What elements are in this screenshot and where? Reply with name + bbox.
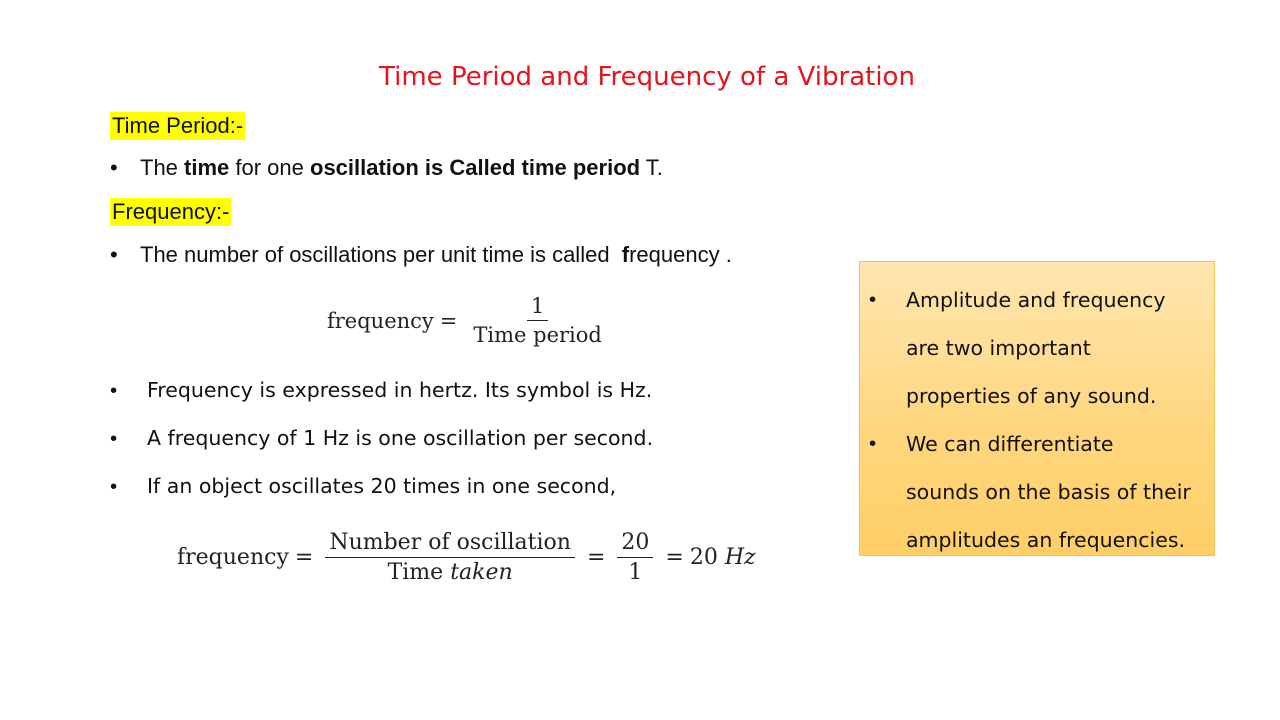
side-note-item: • Amplitude and frequency are two import… bbox=[860, 276, 1214, 420]
frequency-formula: frequency = 1 Time period bbox=[327, 294, 612, 347]
frequency-definition-bullet: • The number of oscillations per unit tim… bbox=[110, 242, 732, 267]
one-hertz-bullet: • A frequency of 1 Hz is one oscillation … bbox=[110, 424, 653, 453]
bullet-marker: • bbox=[110, 242, 118, 267]
example-formula: frequency = Number of oscillation Time t… bbox=[177, 530, 756, 585]
frequency-heading: Frequency:- bbox=[110, 198, 232, 226]
time-period-bullet: • The time for one oscillation is Called … bbox=[110, 155, 663, 180]
formula-fraction: Number of oscillation Time taken bbox=[325, 530, 575, 585]
bullet-marker: • bbox=[869, 288, 877, 311]
bullet-marker: • bbox=[110, 379, 118, 402]
time-period-heading: Time Period:- bbox=[110, 112, 246, 140]
side-note-item: • We can differentiate sounds on the bas… bbox=[860, 420, 1214, 564]
formula-fraction-numeric: 20 1 bbox=[617, 530, 654, 585]
formula-lhs: frequency bbox=[177, 545, 289, 570]
slide-title: Time Period and Frequency of a Vibration bbox=[379, 62, 915, 92]
formula-fraction: 1 Time period bbox=[473, 294, 602, 347]
example-bullet: • If an object oscillates 20 times in one… bbox=[110, 472, 616, 501]
bullet-marker: • bbox=[110, 427, 118, 450]
bullet-marker: • bbox=[110, 475, 118, 498]
bullet-marker: • bbox=[869, 432, 877, 455]
side-note-box: • Amplitude and frequency are two import… bbox=[859, 261, 1215, 556]
formula-result: 20 Hz bbox=[689, 545, 756, 570]
bullet-marker: • bbox=[110, 155, 118, 180]
side-note-list: • Amplitude and frequency are two import… bbox=[860, 262, 1214, 564]
hertz-bullet: • Frequency is expressed in hertz. Its sy… bbox=[110, 376, 652, 405]
formula-lhs: frequency bbox=[327, 308, 434, 333]
